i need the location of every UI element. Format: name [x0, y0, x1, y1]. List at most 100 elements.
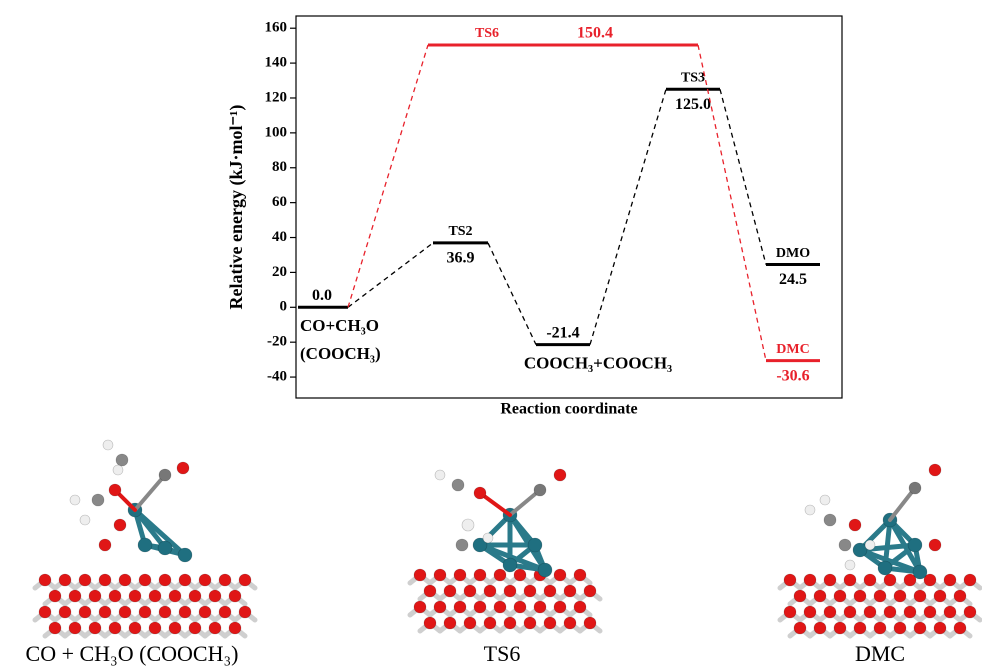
atom — [414, 601, 426, 613]
atom — [544, 585, 556, 597]
atom — [914, 622, 926, 634]
atom — [239, 574, 251, 586]
atom — [964, 606, 976, 618]
structures — [35, 440, 980, 636]
connector — [698, 45, 766, 361]
atom — [484, 585, 496, 597]
atom — [109, 622, 121, 634]
atom — [908, 538, 922, 552]
atom — [119, 606, 131, 618]
atom — [794, 622, 806, 634]
atom — [929, 539, 941, 551]
atom — [129, 590, 141, 602]
figure-caption: TS6 — [484, 641, 521, 666]
atom — [444, 617, 456, 629]
atom — [169, 622, 181, 634]
atom — [209, 590, 221, 602]
x-axis-label: Reaction coordinate — [500, 401, 637, 418]
atom — [454, 569, 466, 581]
atom — [834, 622, 846, 634]
atom — [474, 569, 486, 581]
atom — [80, 515, 90, 525]
atom — [92, 494, 104, 506]
atom — [944, 606, 956, 618]
atom — [99, 574, 111, 586]
atom — [89, 590, 101, 602]
atom — [159, 606, 171, 618]
figure-caption: CO + CH₃O (COOCH₃) — [26, 641, 239, 666]
atom — [79, 574, 91, 586]
atom — [454, 601, 466, 613]
atom — [954, 590, 966, 602]
atom — [483, 533, 493, 543]
atom — [528, 538, 542, 552]
atom — [534, 484, 546, 496]
atom — [839, 539, 851, 551]
connector — [348, 45, 428, 307]
atom — [844, 606, 856, 618]
atom — [435, 470, 445, 480]
atom — [169, 590, 181, 602]
atom — [49, 622, 61, 634]
atom — [209, 622, 221, 634]
atom — [464, 617, 476, 629]
atom — [924, 606, 936, 618]
atom — [456, 539, 468, 551]
state-label: CO+CH₃O — [300, 316, 379, 335]
atom — [139, 574, 151, 586]
atom — [824, 574, 836, 586]
state-label: TS3 — [681, 70, 705, 85]
atom — [119, 574, 131, 586]
y-tick-label: 100 — [265, 124, 288, 140]
atom — [934, 622, 946, 634]
y-tick-label: 140 — [265, 55, 288, 71]
atom — [494, 601, 506, 613]
atom — [494, 569, 506, 581]
atom — [219, 574, 231, 586]
atom — [524, 617, 536, 629]
atom — [39, 574, 51, 586]
atom — [424, 585, 436, 597]
y-tick-label: 0 — [280, 299, 288, 315]
atom — [814, 590, 826, 602]
atom — [874, 622, 886, 634]
atom — [474, 601, 486, 613]
atom — [229, 590, 241, 602]
value-label: 24.5 — [779, 271, 807, 288]
value-label: 36.9 — [447, 250, 475, 267]
bond — [135, 475, 165, 510]
atom — [514, 569, 526, 581]
atom — [474, 487, 486, 499]
state-label: TS6 — [475, 26, 499, 41]
atom — [584, 617, 596, 629]
value-label: -21.4 — [546, 324, 579, 341]
atom — [913, 565, 927, 579]
atom — [113, 465, 123, 475]
atom — [504, 585, 516, 597]
atom — [69, 590, 81, 602]
atom — [824, 606, 836, 618]
y-tick-label: 60 — [272, 194, 287, 210]
atom — [444, 585, 456, 597]
atom — [564, 585, 576, 597]
atom — [116, 454, 128, 466]
atom — [884, 574, 896, 586]
atom — [554, 569, 566, 581]
atom — [189, 622, 201, 634]
atom — [199, 606, 211, 618]
atom — [70, 495, 80, 505]
atom — [929, 464, 941, 476]
atom — [504, 617, 516, 629]
connector — [348, 243, 433, 307]
atom — [794, 590, 806, 602]
atom — [544, 617, 556, 629]
atom — [179, 606, 191, 618]
atom — [804, 606, 816, 618]
atom — [159, 574, 171, 586]
atom — [824, 514, 836, 526]
atom — [564, 617, 576, 629]
atom — [864, 574, 876, 586]
atom — [954, 622, 966, 634]
atom — [138, 538, 152, 552]
state-label: DMC — [776, 342, 809, 357]
